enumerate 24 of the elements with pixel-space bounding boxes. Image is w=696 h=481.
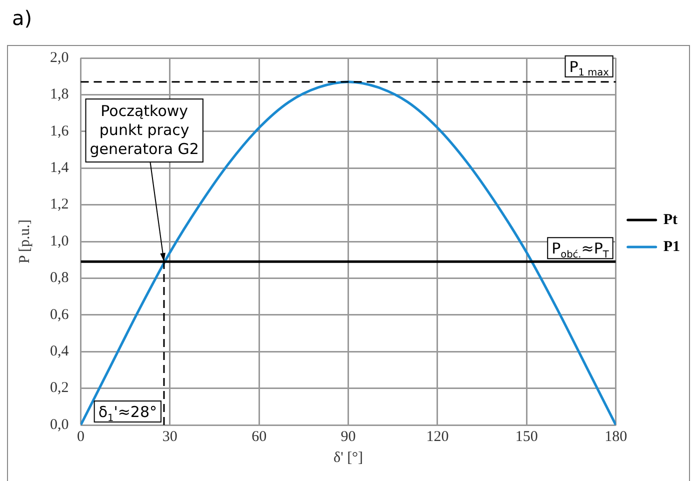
y-tick-label: 1,6 [50,123,70,140]
y-tick-label: 1,8 [50,86,69,103]
x-tick-label: 0 [77,428,84,445]
annotation: Początkowy punkt pracy generatora G2 [90,102,199,158]
y-tick-label: 0,8 [50,270,69,286]
y-tick-label: 0,4 [50,344,70,360]
x-tick-label: 150 [515,428,538,445]
x-tick-label: 30 [162,428,178,445]
y-tick-label: 0,2 [50,380,69,396]
y-tick-label: 0,0 [50,416,69,433]
y-tick-label: 1,2 [50,196,69,213]
y-tick-label: 0,6 [50,306,70,323]
legend-label: P1 [663,238,680,255]
y-axis-title: P [p.u.] [16,219,33,264]
x-tick-label: 120 [426,428,449,445]
y-tick-label: 2,0 [50,50,69,66]
x-axis-title: δ' [°] [334,450,364,466]
x-tick-label: 60 [252,428,267,445]
x-tick-label: 180 [604,428,628,445]
legend-label: Pt [663,212,678,228]
y-tick-label: 1,0 [50,233,69,250]
y-tick-label: 1,4 [50,160,70,176]
chart-title: a) [12,6,32,30]
x-tick-label: 90 [340,428,356,445]
